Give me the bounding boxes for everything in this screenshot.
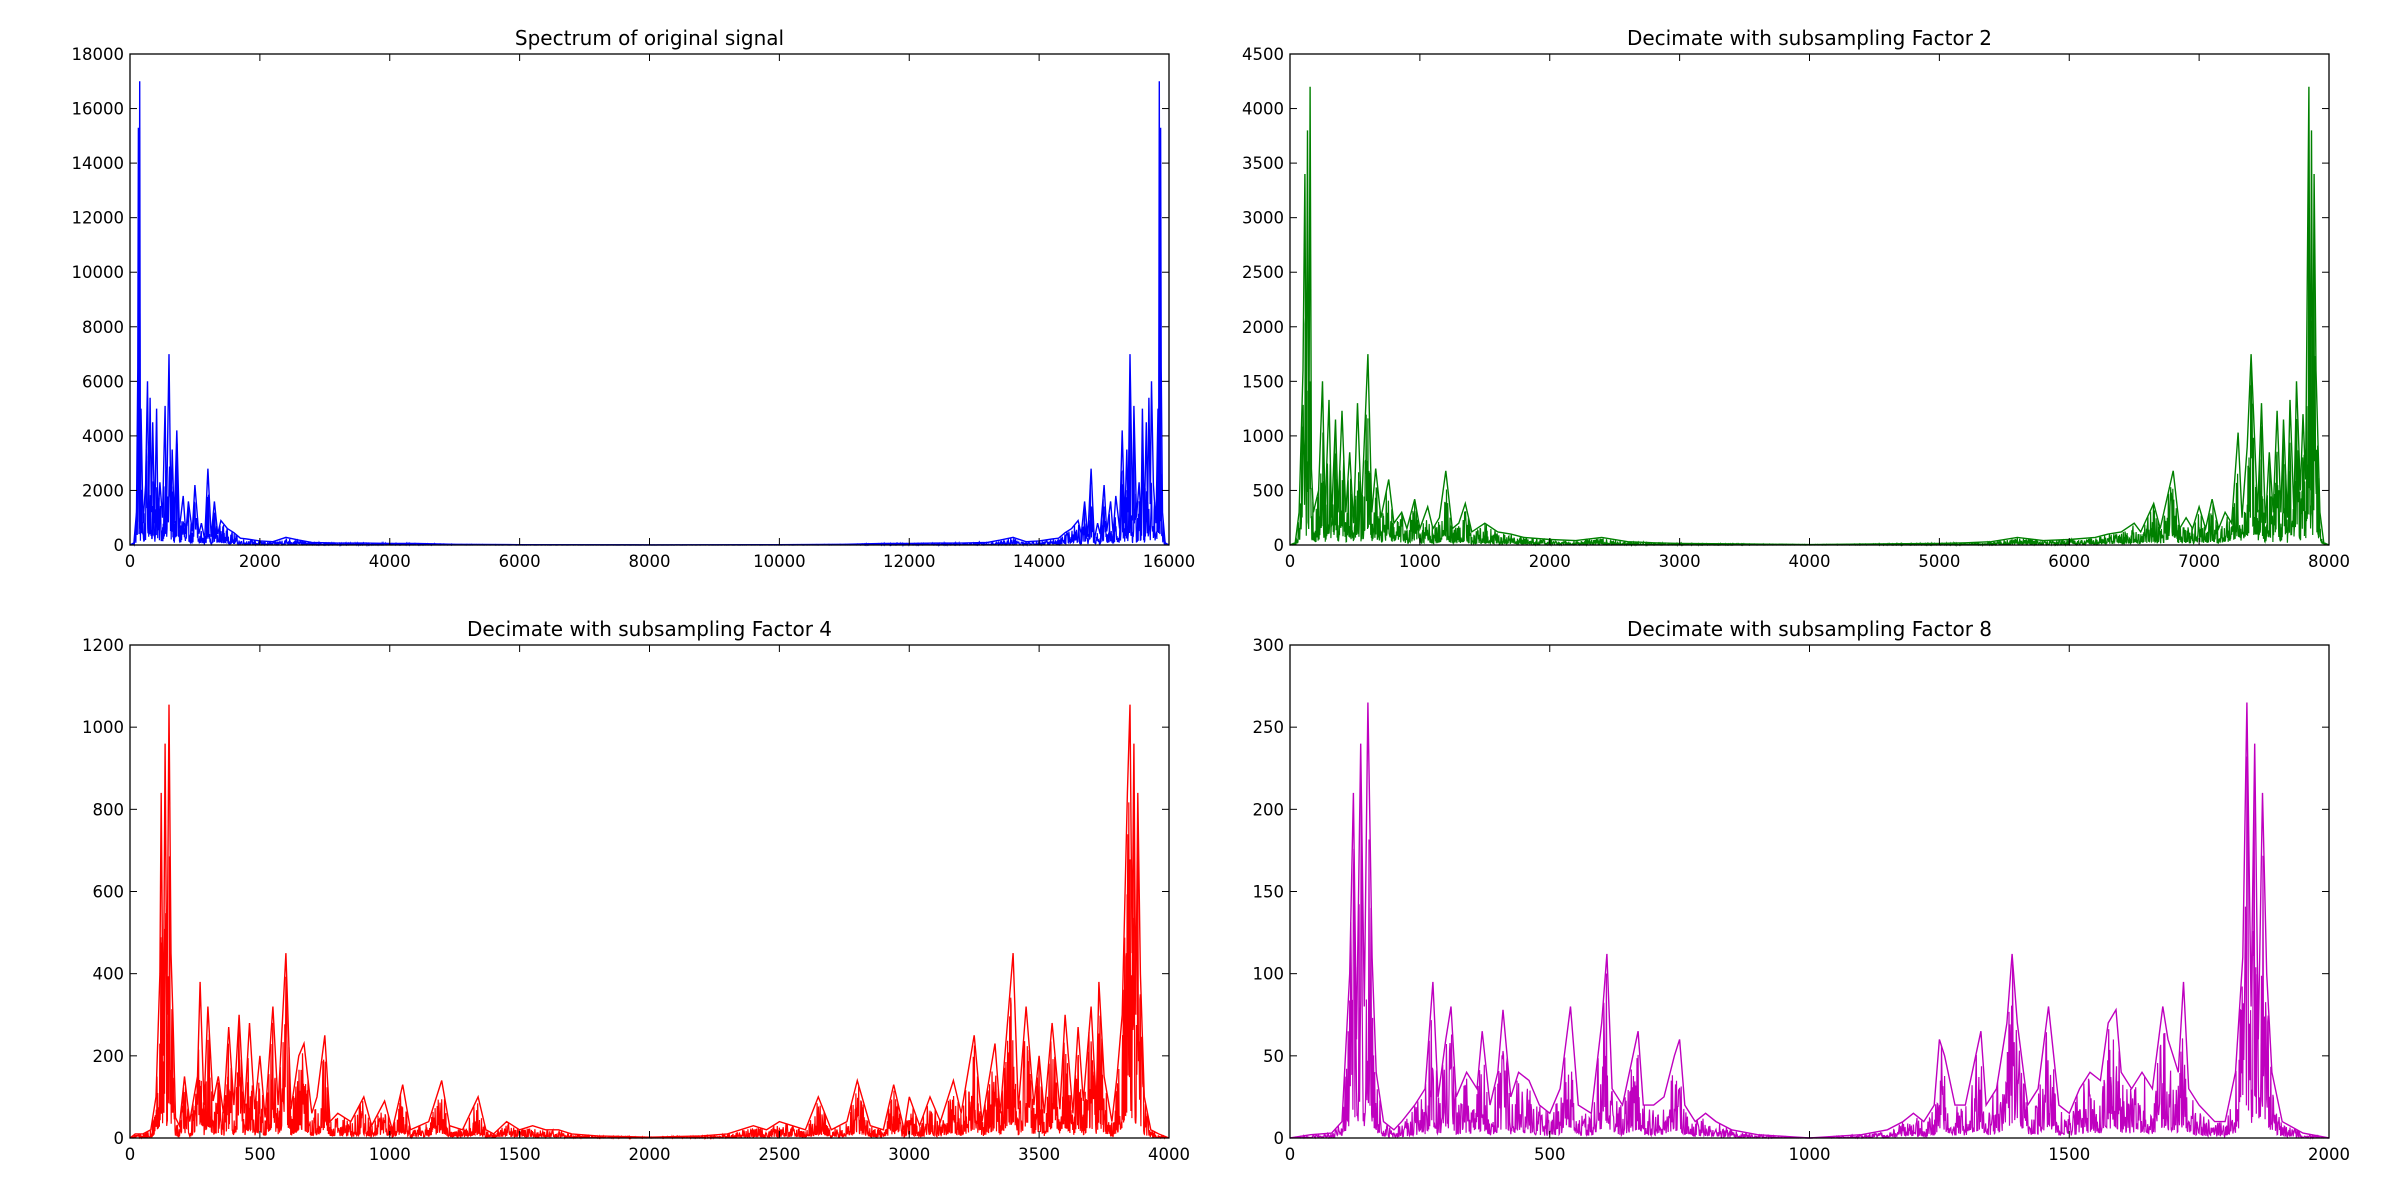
y-tick-label: 1000 — [1242, 427, 1284, 446]
chart-panel-2: Decimate with subsampling Factor 2 0 1000 2… — [1242, 26, 2350, 571]
x-tick-label: 0 — [125, 1145, 136, 1164]
x-tick-label: 8000 — [2308, 552, 2350, 571]
y-tick-label: 600 — [93, 883, 125, 902]
x-tick-label: 5000 — [1918, 552, 1960, 571]
series-peaks — [1289, 86, 2330, 546]
y-tick-label: 3000 — [1242, 209, 1284, 228]
x-tick-label: 6000 — [2048, 552, 2090, 571]
y-tick-label: 2000 — [1242, 318, 1284, 337]
chart-panel-3: Decimate with subsampling Factor 4 0 500 10… — [82, 617, 1190, 1164]
x-tick-label: 500 — [1534, 1145, 1566, 1164]
x-tick-label: 2000 — [629, 1145, 671, 1164]
y-tick-label: 8000 — [82, 318, 124, 337]
chart-panel-4: Decimate with subsampling Factor 80 500 10… — [1253, 617, 2351, 1164]
x-tick-label: 2000 — [1529, 552, 1571, 571]
x-tick-label: 2500 — [758, 1145, 800, 1164]
y-tick-label: 0 — [1274, 536, 1285, 555]
y-tick-label: 18000 — [72, 45, 125, 64]
y-tick-label: 800 — [93, 800, 125, 819]
y-tick-label: 1000 — [82, 718, 124, 737]
series-peaks — [1289, 702, 2330, 1139]
x-tick-label: 6000 — [499, 552, 541, 571]
y-tick-label: 50 — [1263, 1047, 1284, 1066]
y-tick-label: 150 — [1253, 883, 1285, 902]
y-tick-label: 200 — [93, 1047, 125, 1066]
x-tick-label: 2000 — [2308, 1145, 2350, 1164]
y-tick-label: 1500 — [1242, 372, 1284, 391]
y-tick-label: 200 — [1253, 800, 1285, 819]
y-tick-label: 250 — [1253, 718, 1285, 737]
x-tick-label: 12000 — [883, 552, 936, 571]
y-tick-label: 12000 — [72, 209, 125, 228]
chart-panel-1: Spectrum of original signal 0 2000 4000 6000… — [72, 26, 1196, 571]
x-tick-label: 3500 — [1018, 1145, 1060, 1164]
y-tick-label: 0 — [1274, 1129, 1285, 1148]
y-tick-label: 4000 — [1242, 100, 1284, 119]
y-tick-label: 500 — [1253, 481, 1285, 500]
y-tick-label: 4000 — [82, 427, 124, 446]
y-tick-label: 0 — [114, 536, 125, 555]
chart-title: Decimate with subsampling Factor 8 — [1627, 617, 1992, 641]
x-tick-label: 0 — [1285, 552, 1296, 571]
x-tick-label: 4000 — [1148, 1145, 1190, 1164]
x-tick-label: 1000 — [369, 1145, 411, 1164]
x-tick-label: 1500 — [2048, 1145, 2090, 1164]
series-line — [1290, 198, 2329, 548]
plot-frame — [129, 53, 1170, 546]
x-tick-label: 500 — [244, 1145, 276, 1164]
x-tick-label: 7000 — [2178, 552, 2220, 571]
series-peaks — [129, 704, 1170, 1139]
x-tick-label: 8000 — [629, 552, 671, 571]
chart-title: Decimate with subsampling Factor 4 — [467, 617, 832, 641]
y-tick-label: 16000 — [72, 100, 125, 119]
x-tick-label: 1000 — [1789, 1145, 1831, 1164]
x-tick-label: 0 — [125, 552, 136, 571]
y-tick-label: 4500 — [1242, 45, 1284, 64]
x-tick-label: 3000 — [1659, 552, 1701, 571]
chart-title: Spectrum of original signal — [515, 26, 784, 50]
y-tick-label: 6000 — [82, 372, 124, 391]
y-tick-label: 14000 — [72, 154, 125, 173]
x-tick-label: 2000 — [239, 552, 281, 571]
y-tick-label: 100 — [1253, 965, 1285, 984]
series-peaks — [129, 81, 1170, 546]
x-tick-label: 0 — [1285, 1145, 1296, 1164]
series-line — [1290, 756, 2330, 1140]
x-tick-label: 1000 — [1399, 552, 1441, 571]
chart-title: Decimate with subsampling Factor 2 — [1627, 26, 1992, 50]
y-tick-label: 3500 — [1242, 154, 1284, 173]
x-tick-label: 4000 — [369, 552, 411, 571]
x-tick-label: 16000 — [1143, 552, 1196, 571]
y-tick-label: 1200 — [82, 636, 124, 655]
x-tick-label: 14000 — [1013, 552, 1066, 571]
y-tick-label: 300 — [1253, 636, 1285, 655]
x-tick-label: 1500 — [499, 1145, 541, 1164]
y-tick-label: 400 — [93, 965, 125, 984]
x-tick-label: 10000 — [753, 552, 806, 571]
x-tick-label: 3000 — [888, 1145, 930, 1164]
y-tick-label: 2500 — [1242, 263, 1284, 282]
y-tick-label: 10000 — [72, 263, 125, 282]
series-line — [130, 182, 1170, 548]
x-tick-label: 4000 — [1789, 552, 1831, 571]
y-tick-label: 2000 — [82, 481, 124, 500]
y-tick-label: 0 — [114, 1129, 125, 1148]
